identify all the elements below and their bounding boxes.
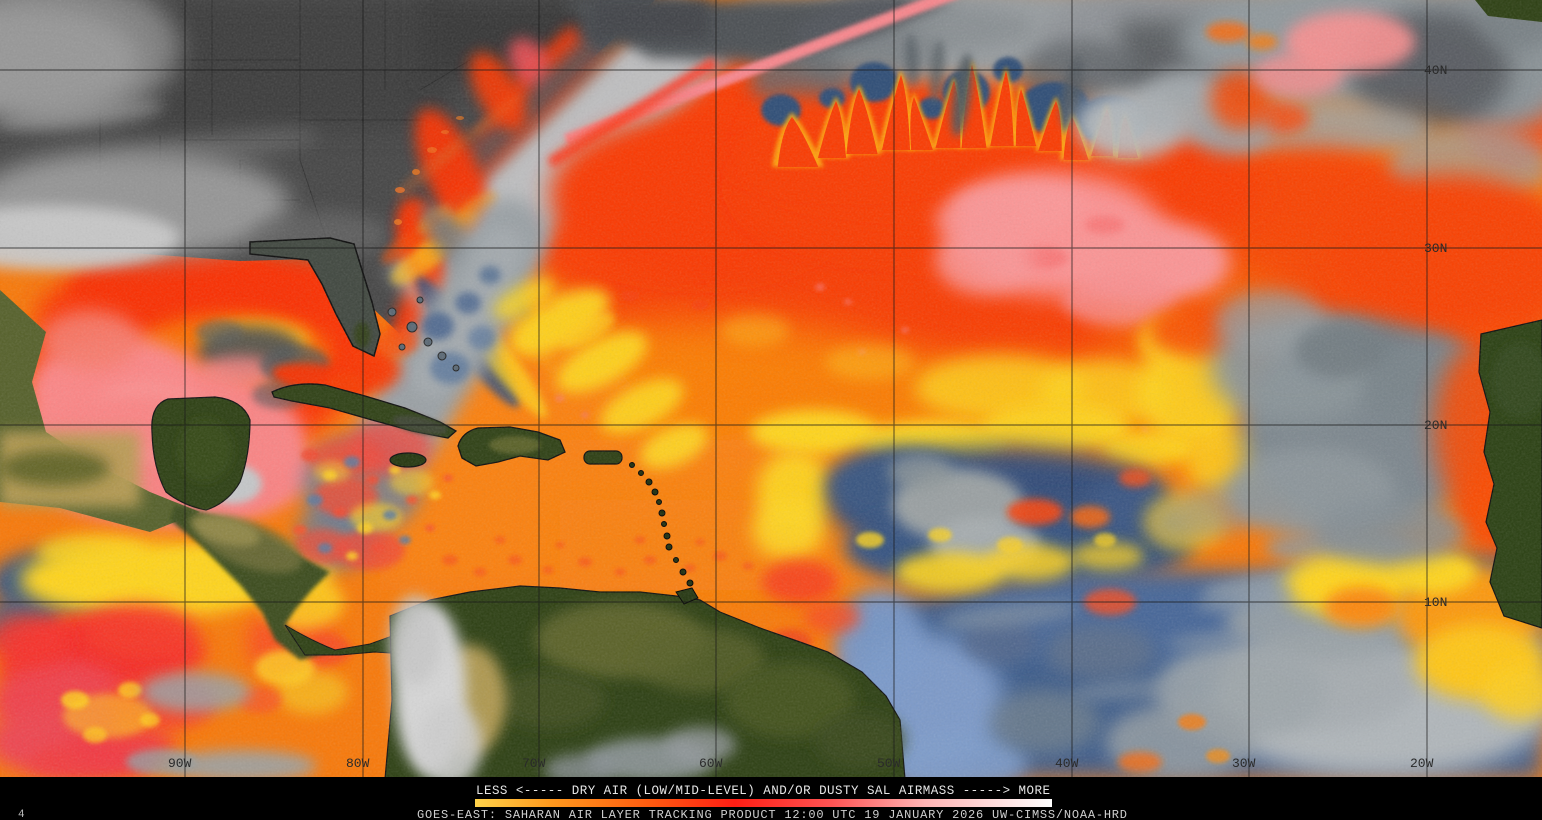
svg-text:GOES-EAST: SAHARAN AIR LAYER T: GOES-EAST: SAHARAN AIR LAYER TRACKING PR… <box>417 808 1127 820</box>
svg-text:10N: 10N <box>1424 595 1447 610</box>
svg-text:70W: 70W <box>522 756 546 771</box>
svg-text:30N: 30N <box>1424 241 1447 256</box>
svg-text:30W: 30W <box>1232 756 1256 771</box>
svg-text:60W: 60W <box>699 756 723 771</box>
svg-text:90W: 90W <box>168 756 192 771</box>
svg-text:40N: 40N <box>1424 63 1447 78</box>
svg-text:80W: 80W <box>346 756 370 771</box>
svg-text:20W: 20W <box>1410 756 1434 771</box>
svg-text:20N: 20N <box>1424 418 1447 433</box>
svg-text:LESS <----- DRY AIR (LOW/MID-L: LESS <----- DRY AIR (LOW/MID-LEVEL) AND/… <box>476 784 1050 798</box>
svg-text:4: 4 <box>18 809 25 820</box>
svg-text:40W: 40W <box>1055 756 1079 771</box>
svg-text:50W: 50W <box>877 756 901 771</box>
